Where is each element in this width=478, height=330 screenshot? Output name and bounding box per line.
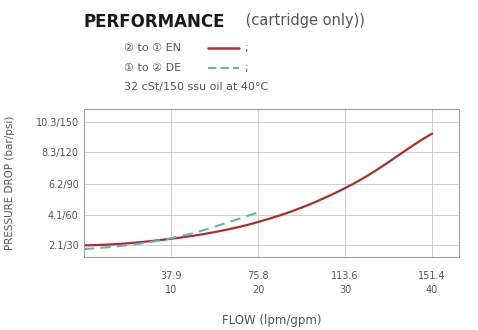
Text: 32 cSt/150 ssu oil at 40°C: 32 cSt/150 ssu oil at 40°C <box>124 82 269 92</box>
Text: PERFORMANCE: PERFORMANCE <box>84 13 225 31</box>
Text: ① to ② DE: ① to ② DE <box>124 63 182 73</box>
Text: 37.9: 37.9 <box>160 271 182 280</box>
Text: 151.4: 151.4 <box>418 271 446 280</box>
Text: 20: 20 <box>252 285 264 295</box>
Text: ② to ① EN: ② to ① EN <box>124 43 181 53</box>
Text: (cartridge only)): (cartridge only)) <box>241 13 365 28</box>
Text: 10: 10 <box>165 285 177 295</box>
Text: ;: ; <box>244 63 248 73</box>
Text: 75.8: 75.8 <box>247 271 269 280</box>
Text: PRESSURE DROP (bar/psi): PRESSURE DROP (bar/psi) <box>5 116 15 250</box>
Text: 113.6: 113.6 <box>331 271 359 280</box>
Text: ;: ; <box>244 43 248 53</box>
Text: 40: 40 <box>426 285 438 295</box>
Text: FLOW (lpm/gpm): FLOW (lpm/gpm) <box>221 314 321 327</box>
Text: 30: 30 <box>339 285 351 295</box>
